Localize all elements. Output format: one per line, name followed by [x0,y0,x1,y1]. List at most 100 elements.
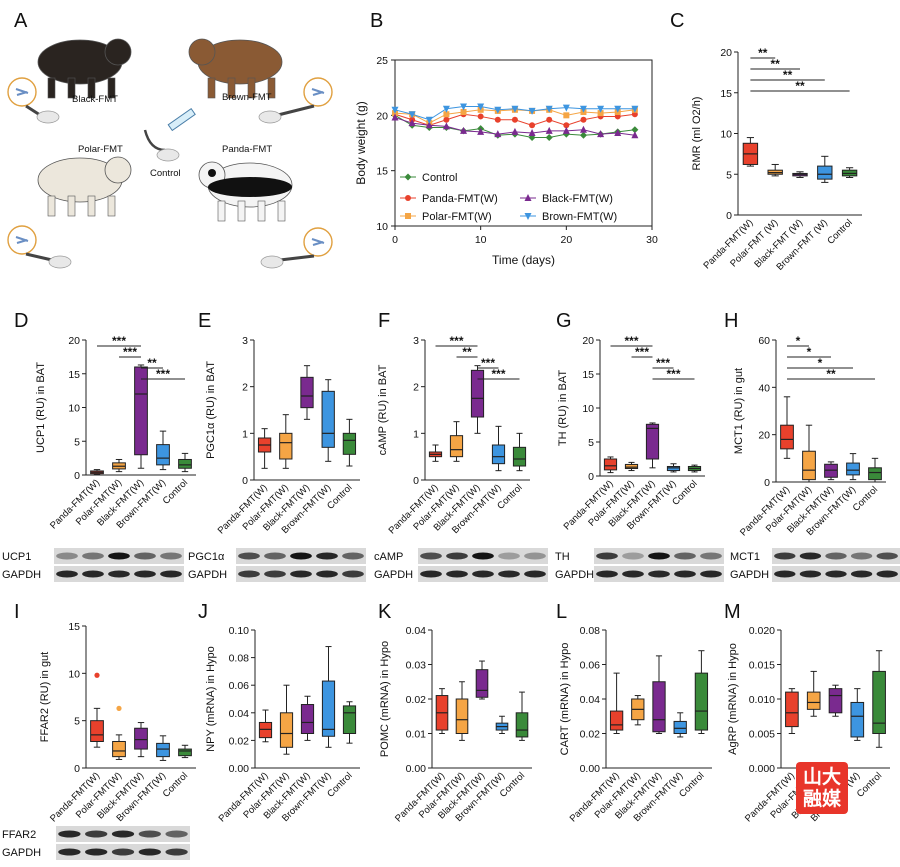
box-polar-fmt-w- [767,163,783,177]
blot-h: MCT1 GAPDH [730,548,900,582]
mouse-icon [36,110,60,124]
y-axis-label: MCT1 (RU) in gut [733,368,745,454]
y-tick-label: 0.08 [580,625,601,637]
blot-band [138,830,161,838]
panel-letter-f: F [378,310,390,332]
y-tick-label: 25 [376,55,388,67]
x-tick-label: 10 [475,234,487,246]
western-blots: UCP1 GAPDH PGC1α GAPDH cAMP GAPDH TH GAPDH MCT1 G… [2,548,900,860]
blot-band [264,552,286,560]
box-black-fmt-w- [134,364,148,469]
blot-band [774,552,796,560]
y-tick-label: 0.000 [749,763,775,775]
significance-label: ** [795,79,805,93]
blot-band [498,570,520,578]
blot-band [82,552,104,560]
polar-bear-leg-icon [47,195,56,217]
box-brown-fmt-w- [491,425,506,472]
box-black-fmt-w- [792,171,808,179]
panel-b-line-chart: 10 15 20 25 0 10 20 30 Time (days) Body weight (g… [354,55,658,267]
x-axis-label: Time (days) [492,253,555,267]
box-body [666,465,681,472]
box-brown-fmt-w- [846,453,860,481]
label-black-fmt: Black-FMT [72,94,118,105]
y-tick-label: 0.10 [229,625,250,637]
legend-label: Polar-FMT(W) [422,211,492,223]
data-point [597,105,605,113]
box-black-fmt-w- [652,655,666,734]
blot-band [58,848,81,856]
outlier-point [94,672,100,678]
box-panda-fmt-w- [603,456,618,474]
blot-band [56,570,78,578]
blot-band [290,570,312,578]
y-tick-label: 0 [588,471,594,483]
blot-band [160,552,182,560]
box-body [449,435,464,458]
blot-band [56,552,78,560]
box-body [868,467,882,481]
data-point [511,116,518,123]
blot-band [472,552,494,560]
blot-label: GAPDH [374,569,413,581]
significance-label: *** [123,345,137,359]
blot-band [316,552,338,560]
arrow-icon [279,254,315,262]
animal-panda [198,161,293,222]
y-tick-label: 0.03 [406,660,427,672]
significance-label: *** [666,367,680,381]
significance-label: ** [826,367,836,381]
blot-band [799,552,822,560]
box-body [178,458,192,469]
blot-band [596,552,618,560]
box-brown-fmt-w- [156,430,170,471]
y-tick-label: 0.00 [229,763,250,775]
blot-band [700,552,722,560]
brown-bear-leg-icon [207,77,216,99]
data-point [545,105,553,113]
blot-label: UCP1 [2,551,31,563]
data-point [579,131,587,139]
box-brown-fmt-w- [156,735,170,761]
brown-bear-leg-icon [267,77,276,99]
significance-label: *** [491,367,505,381]
blot-band [876,570,898,578]
blot-band [160,570,182,578]
significance-label: ** [771,57,781,71]
panel-a-schematic: Black-FMT Brown-FMT Polar-FMT Panda-FMT Cont… [7,38,333,269]
panda-leg-icon [277,200,286,222]
box-body [300,704,315,735]
syringe-icon [167,107,196,132]
blot-band [316,570,338,578]
data-point [529,122,536,129]
box-black-fmt-w- [645,422,660,469]
panda-leg-icon [257,200,266,222]
mouse-icon [48,255,72,269]
box-panda-fmt-w- [90,469,104,475]
brown-bear-head-icon [188,38,216,66]
y-tick-label: 15 [68,369,80,381]
y-tick-label: 20 [582,335,594,347]
arrow-icon [25,252,53,262]
box-panda-fmt-w- [785,688,799,734]
data-point [425,121,433,129]
blot-band [825,552,847,560]
blot-band [111,830,135,838]
box-brown-fmt-w- [673,712,687,738]
data-point [524,213,532,220]
y-tick-label: 0 [74,470,80,482]
y-tick-label: 0.015 [749,660,775,672]
blot-f: cAMP GAPDH [374,548,548,582]
y-axis-label: FFAR2 (RU) in gut [39,652,51,742]
box-panda-fmt-w- [428,444,443,462]
blot-band [472,570,494,578]
data-point [494,116,501,123]
box-body [475,669,489,698]
box-control [342,701,357,744]
data-point [580,116,587,123]
panel-letter-g: G [556,310,572,332]
data-point [425,116,433,124]
